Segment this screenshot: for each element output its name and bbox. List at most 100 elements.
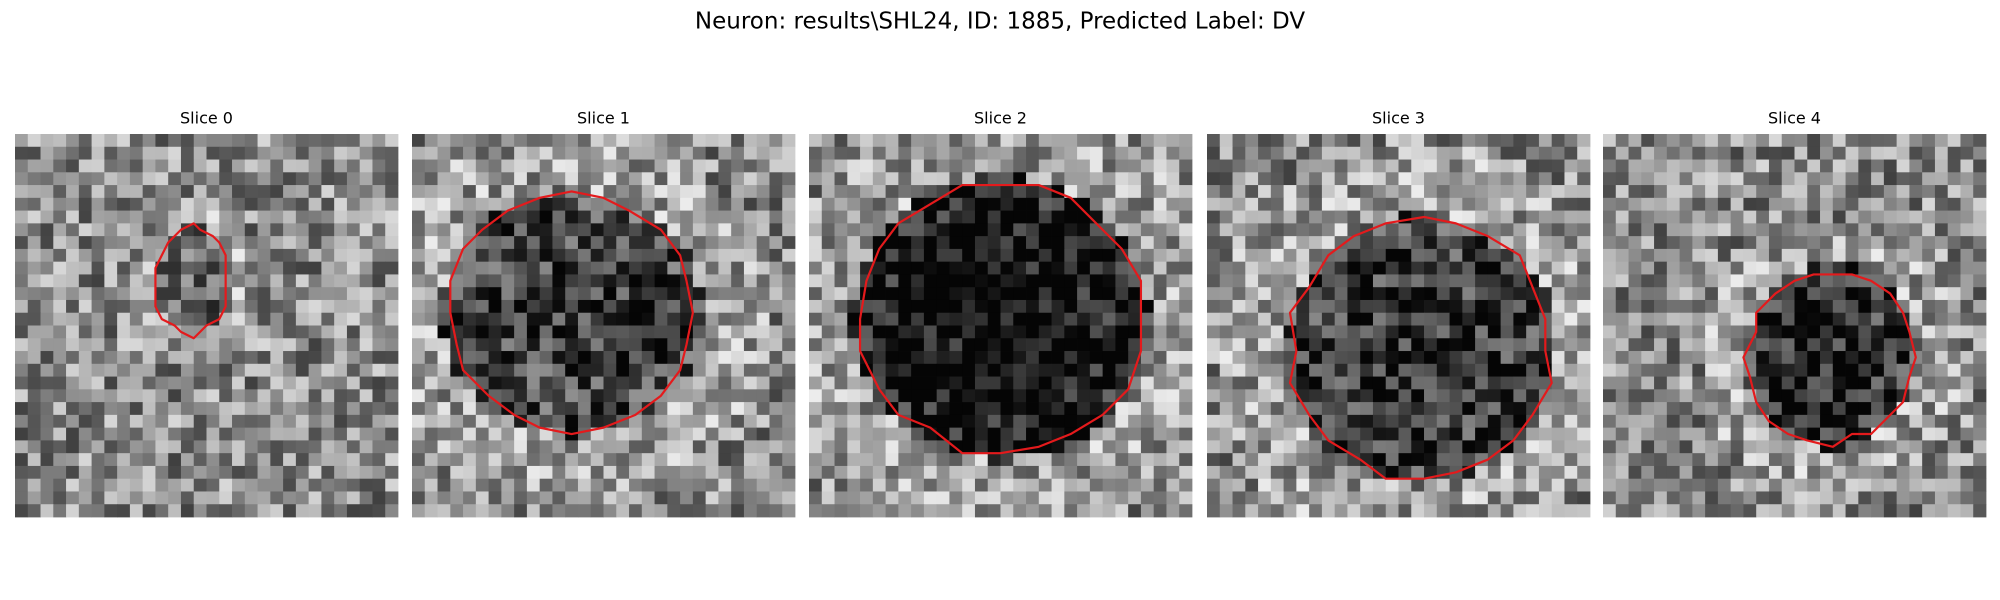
- pixel: [872, 287, 886, 301]
- pixel: [1360, 159, 1374, 173]
- pixel: [1321, 389, 1336, 403]
- pixel: [1038, 491, 1052, 505]
- pixel: [66, 312, 80, 326]
- pixel: [1258, 197, 1272, 211]
- pixel: [155, 159, 169, 173]
- pixel: [308, 172, 322, 186]
- pixel: [321, 134, 335, 148]
- pixel: [1883, 312, 1898, 326]
- pixel: [667, 236, 681, 250]
- pixel: [1603, 491, 1617, 505]
- pixel: [1258, 491, 1272, 505]
- pixel: [809, 478, 823, 492]
- pixel: [539, 440, 553, 454]
- pixel: [1128, 146, 1142, 160]
- pixel: [1128, 453, 1142, 467]
- pixel: [860, 287, 874, 301]
- pixel: [1013, 172, 1027, 186]
- pixel: [1219, 414, 1233, 429]
- pixel: [501, 274, 515, 288]
- pixel: [1038, 159, 1052, 173]
- pixel: [987, 312, 1001, 326]
- pixel: [308, 465, 322, 480]
- pixel: [1960, 172, 1974, 186]
- pixel: [1603, 185, 1617, 199]
- pixel: [1768, 427, 1783, 441]
- pixel: [603, 248, 617, 263]
- pixel: [1896, 465, 1910, 480]
- pixel: [1089, 248, 1104, 263]
- pixel: [1245, 363, 1259, 377]
- pixel: [654, 491, 668, 505]
- pixel: [308, 274, 322, 288]
- pixel: [1564, 210, 1578, 224]
- pixel: [180, 440, 195, 454]
- pixel: [1526, 261, 1540, 275]
- pixel: [346, 223, 361, 237]
- pixel: [488, 287, 502, 301]
- pixel: [501, 287, 515, 301]
- pixel: [1436, 351, 1450, 365]
- pixel: [53, 402, 67, 416]
- pixel: [1679, 414, 1693, 429]
- pixel: [475, 402, 489, 416]
- pixel: [424, 185, 438, 199]
- pixel: [1692, 172, 1706, 186]
- pixel: [898, 312, 912, 326]
- pixel: [1820, 274, 1834, 288]
- pixel: [1000, 465, 1014, 480]
- pixel: [1179, 376, 1193, 390]
- pixel: [1321, 210, 1336, 224]
- pixel: [270, 351, 284, 365]
- pixel: [1487, 185, 1502, 199]
- pixel: [270, 504, 284, 518]
- pixel: [488, 210, 502, 224]
- pixel: [731, 478, 745, 492]
- pixel: [782, 440, 796, 454]
- pixel: [1756, 376, 1770, 390]
- pixel: [1436, 389, 1450, 403]
- pixel: [847, 134, 861, 148]
- pixel: [1781, 338, 1795, 352]
- pixel: [743, 440, 758, 454]
- pixel: [1871, 210, 1885, 224]
- pixel: [872, 440, 886, 454]
- pixel: [1487, 414, 1502, 429]
- pixel: [629, 146, 643, 160]
- pixel: [1564, 197, 1578, 211]
- pixel: [654, 287, 668, 301]
- pixel: [705, 236, 719, 250]
- pixel: [1128, 504, 1142, 518]
- pixel: [1038, 427, 1052, 441]
- pixel: [1115, 185, 1129, 199]
- pixel: [91, 185, 105, 199]
- pixel: [1883, 248, 1898, 263]
- pixel: [539, 402, 553, 416]
- pixel: [53, 376, 67, 390]
- pixel: [1309, 491, 1323, 505]
- pixel: [680, 185, 694, 199]
- pixel: [1166, 287, 1180, 301]
- pixel: [270, 491, 284, 505]
- pixel: [1526, 312, 1540, 326]
- pixel: [412, 274, 426, 288]
- pixel: [1973, 312, 1987, 326]
- pixel: [577, 210, 592, 224]
- pixel: [1321, 325, 1336, 339]
- pixel: [424, 440, 438, 454]
- pixel: [321, 261, 335, 275]
- pixel: [346, 376, 361, 390]
- pixel: [1654, 185, 1668, 199]
- pixel: [1334, 299, 1348, 314]
- pixel: [1411, 414, 1425, 429]
- pixel: [1258, 146, 1272, 160]
- pixel: [872, 185, 886, 199]
- pixel: [898, 274, 912, 288]
- pixel: [1166, 465, 1180, 480]
- pixel: [860, 504, 874, 518]
- pixel: [1449, 236, 1463, 250]
- pixel: [526, 465, 541, 480]
- pixel: [1717, 261, 1732, 275]
- pixel: [104, 185, 118, 199]
- pixel: [1756, 440, 1770, 454]
